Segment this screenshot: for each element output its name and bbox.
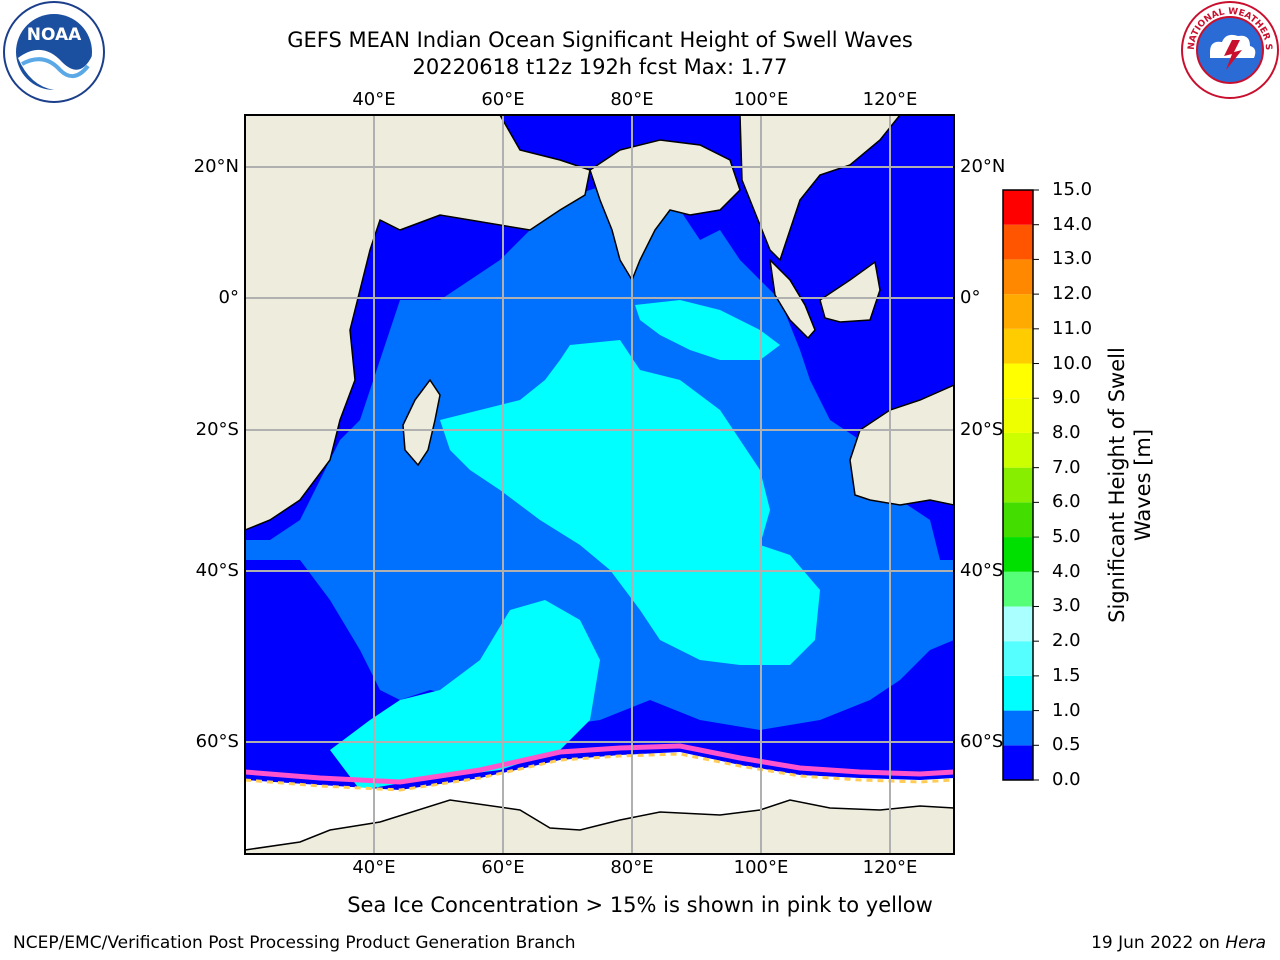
- colorbar-tick-label: 9.0: [1052, 387, 1081, 409]
- colorbar-swatch: [1003, 467, 1033, 503]
- lon-tick-bottom: 60°E: [481, 857, 525, 878]
- colorbar-swatch: [1003, 328, 1033, 364]
- lat-tick-left: 20°N: [193, 156, 239, 177]
- colorbar-tick-label: 2.0: [1052, 630, 1081, 652]
- colorbar-swatch: [1003, 398, 1033, 433]
- colorbar-tick-label: 13.0: [1052, 248, 1093, 270]
- lon-tick-top: 120°E: [862, 89, 918, 110]
- lat-tick-right: 0°: [960, 287, 981, 308]
- colorbar-tick-label: 7.0: [1052, 456, 1081, 478]
- colorbar-swatch: [1003, 710, 1033, 746]
- colorbar-swatch: [1003, 502, 1033, 538]
- colorbar-swatch: [1003, 745, 1033, 780]
- lat-tick-left: 40°S: [195, 560, 239, 581]
- colorbar-tick-label: 12.0: [1052, 283, 1093, 305]
- land-madagascar: [402, 378, 441, 467]
- footer-machine: Hera: [1225, 933, 1266, 953]
- footer-credit: NCEP/EMC/Verification Post Processing Pr…: [13, 933, 576, 953]
- gridlines: [245, 115, 954, 854]
- footer-date: 19 Jun 2022 on Hera: [1091, 933, 1266, 953]
- colorbar-swatch: [1003, 537, 1033, 572]
- colorbar-frame: [1002, 189, 1034, 781]
- noaa-logo: NOAA: [3, 1, 105, 103]
- lon-tick-bottom: 100°E: [733, 857, 789, 878]
- lat-tick-right: 20°N: [960, 156, 1006, 177]
- colorbar-tick-label: 11.0: [1052, 317, 1093, 339]
- colorbar-swatch: [1003, 641, 1033, 676]
- chart-subtitle: 20220618 t12z 192h fcst Max: 1.77: [412, 55, 788, 79]
- colorbar-swatch: [1003, 606, 1033, 642]
- colorbar-tick-label: 10.0: [1052, 352, 1093, 374]
- lon-tick-top: 80°E: [610, 89, 654, 110]
- colorbar-tick-label: 1.5: [1052, 664, 1081, 686]
- colorbar-swatch: [1003, 675, 1033, 711]
- colorbar: [1002, 189, 1039, 781]
- lat-tick-right: 60°S: [960, 731, 1004, 752]
- swell-band-mid-equator: [635, 300, 780, 360]
- colorbar-swatch: [1003, 363, 1033, 399]
- lon-tick-bottom: 40°E: [352, 857, 396, 878]
- lon-tick-top: 60°E: [481, 89, 525, 110]
- colorbar-label-wrap: Significant Height of Swell Waves [m]: [1010, 320, 1250, 650]
- colorbar-tick-label: 14.0: [1052, 213, 1093, 235]
- land-australia: [849, 384, 954, 506]
- land-india: [589, 139, 741, 282]
- nws-logo: NATIONAL WEATHER SERVICE: [1180, 0, 1279, 99]
- colorbar-tick-label: 4.0: [1052, 560, 1081, 582]
- sea-ice-note: Sea Ice Concentration > 15% is shown in …: [347, 893, 933, 917]
- colorbar-swatch: [1003, 294, 1033, 329]
- colorbar-label: Significant Height of Swell Waves [m]: [1105, 347, 1155, 623]
- colorbar-swatch: [1003, 259, 1033, 295]
- lon-tick-bottom: 120°E: [862, 857, 918, 878]
- lat-tick-left: 60°S: [195, 731, 239, 752]
- colorbar-tick-label: 0.0: [1052, 769, 1081, 790]
- colorbar-swatch: [1003, 224, 1033, 260]
- lat-tick-right: 20°S: [960, 419, 1004, 440]
- swell-band-mid-central: [440, 340, 820, 665]
- colorbar-tick-label: 8.0: [1052, 421, 1081, 443]
- chart-title: GEFS MEAN Indian Ocean Significant Heigh…: [287, 28, 913, 52]
- noaa-logo-text: NOAA: [27, 25, 82, 45]
- footer-date-text: 19 Jun 2022 on: [1091, 933, 1226, 953]
- lat-tick-right: 40°S: [960, 560, 1004, 581]
- colorbar-tick-label: 3.0: [1052, 595, 1081, 617]
- sea-ice-fringe-yellow: [245, 752, 954, 792]
- lon-tick-bottom: 80°E: [610, 857, 654, 878]
- lat-tick-left: 0°: [218, 287, 239, 308]
- lon-tick-top: 40°E: [352, 89, 396, 110]
- colorbar-tick-label: 1.0: [1052, 699, 1081, 721]
- land-borneo: [819, 260, 881, 323]
- map-frame: [244, 114, 955, 855]
- colorbar-swatch: [1003, 190, 1033, 225]
- lon-tick-top: 100°E: [733, 89, 789, 110]
- colorbar-tick-label: 15.0: [1052, 179, 1093, 200]
- colorbar-swatch: [1003, 432, 1033, 468]
- land-southeast-asia: [739, 115, 901, 262]
- colorbar-tick-label: 5.0: [1052, 526, 1081, 548]
- land-antarctica: [245, 799, 954, 854]
- colorbar-tick-label: 0.5: [1052, 734, 1081, 756]
- colorbar-tick-label: 6.0: [1052, 491, 1081, 513]
- colorbar-swatch: [1003, 571, 1033, 607]
- lat-tick-left: 20°S: [195, 419, 239, 440]
- sea-ice-fringe: [245, 743, 954, 785]
